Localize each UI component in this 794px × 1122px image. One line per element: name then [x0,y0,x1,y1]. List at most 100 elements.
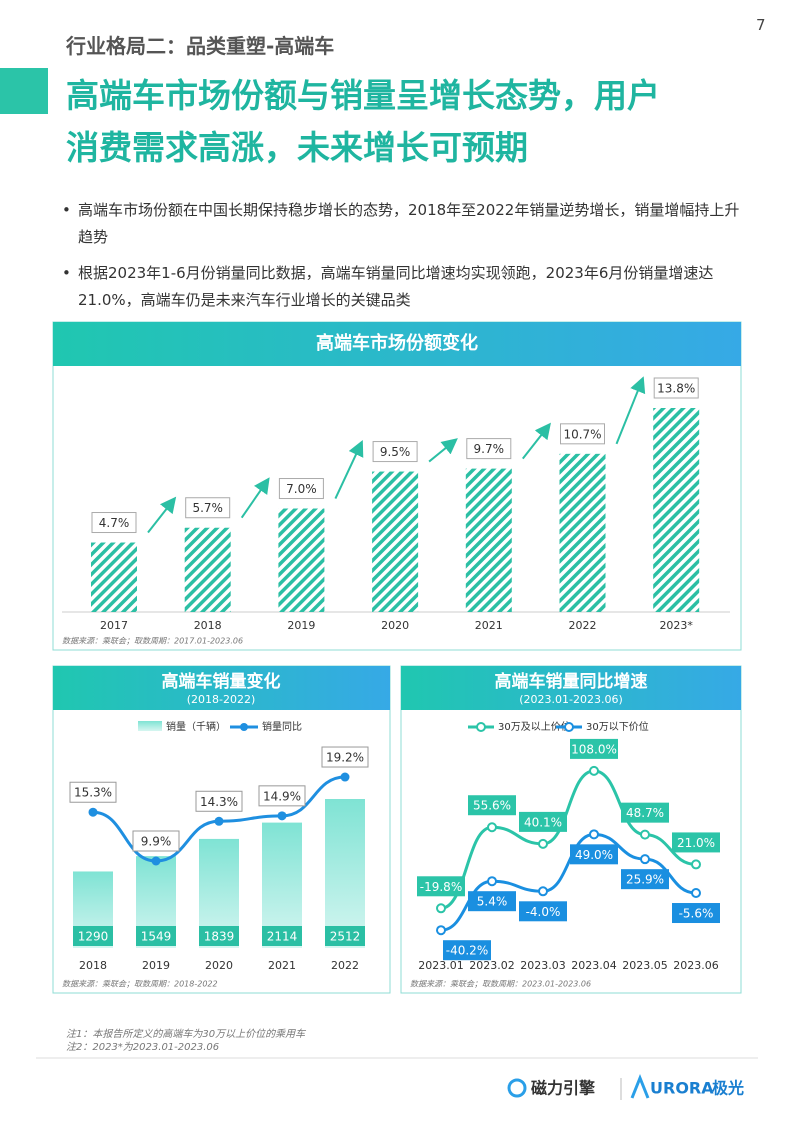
label-box [199,926,239,946]
panel-header [401,666,741,710]
value-label: 2512 [330,930,361,944]
point [691,888,701,899]
value-label: 19.2% [326,751,364,765]
value-label: 9.9% [141,835,172,849]
main-title: 高端车市场份额与销量呈增长态势，用户 消费需求高涨，未来增长可预期 [66,70,660,174]
x-tick-label: 2023.02 [469,959,515,972]
point [640,829,650,840]
legend-dot [564,722,574,732]
legend-dot [476,722,486,732]
trend-arrow [240,477,270,519]
trend-arrow [615,376,646,445]
bullet-text: 高端车市场份额在中国长期保持稳步增长的态势，2018年至2022年销量逆势增长，… [78,201,740,246]
note: 注2：2023*为2023.01-2023.06 [66,1041,219,1053]
x-tick-label: 2022 [569,619,597,632]
title-line: 高端车市场份额与销量呈增长态势，用户 [66,76,660,115]
panel [400,665,742,994]
value-label: 5.4% [477,895,508,909]
label-box [560,423,605,445]
label-box [443,940,491,961]
label-box [466,438,512,460]
label-box [653,377,699,399]
x-tick-label: 2019 [287,619,315,632]
label-box [468,795,516,816]
note: 注1：本报告所定义的高端车为30万以上价位的乘用车 [66,1028,306,1040]
label-box [69,781,117,803]
value-label: 13.8% [657,382,695,396]
point [691,859,701,870]
point [151,856,161,866]
x-tick-label: 2017 [100,619,128,632]
chart-title: 高端车销量同比增速 [495,671,648,692]
label-box [519,811,567,832]
chart-subtitle: (2018-2022) [187,693,256,706]
point [214,816,224,826]
value-label: 2114 [267,930,298,944]
value-label: -19.8% [420,880,462,894]
value-label: 1549 [141,930,172,944]
x-tick-label: 2023.05 [622,959,668,972]
label-box [672,903,720,924]
accent-bar [0,68,48,114]
value-label: 9.7% [474,442,505,456]
label-box [136,926,176,946]
x-tick-label: 2020 [381,619,409,632]
label-box [91,512,137,534]
value-label: 40.1% [524,815,562,829]
bar [325,799,365,948]
point [436,903,446,914]
label-box [73,926,113,946]
point [340,772,350,782]
legend-dot [240,723,248,731]
value-label: 4.7% [99,516,130,530]
label-box [325,926,365,946]
label-box [621,802,669,823]
x-tick-label: 2023.04 [571,959,617,972]
x-tick-label: 2021 [268,959,296,972]
chart-subtitle: (2023.01-2023.06) [519,693,623,706]
bullet-text: 根据2023年1-6月份销量同比数据，高端车销量同比增速均实现领跑，2023年6… [78,264,714,309]
line [440,832,697,932]
point [277,811,287,821]
label-box [185,497,231,519]
point [487,822,497,833]
point [589,765,599,776]
logo-icon [507,1078,527,1098]
legend-label: 销量（千辆） [166,720,226,733]
value-label: 108.0% [571,742,617,756]
point [640,854,650,865]
bar [653,408,700,612]
value-label: 1839 [204,930,235,944]
legend-label: 30万及以上价位 [498,720,571,733]
label-box [570,844,618,865]
trend-arrow [147,496,177,534]
x-tick-label: 2019 [142,959,170,972]
x-tick-label: 2018 [194,619,222,632]
bar [559,453,606,612]
label-box [321,746,369,768]
bar [278,508,325,612]
brand: 磁力引擎 [531,1079,596,1098]
value-label: 9.5% [380,445,411,459]
label-box [519,901,567,922]
point [589,829,599,840]
label-box [262,926,302,946]
trend-arrow [428,438,458,463]
section-title: 行业格局二：品类重塑-高端车 [66,34,335,58]
label-box [372,441,418,463]
panel-header [53,666,390,710]
x-tick-label: 2022 [331,959,359,972]
x-tick-label: 2021 [475,619,503,632]
label-box [132,830,180,852]
value-label: 1290 [78,930,109,944]
legend-swatch [138,721,162,731]
label-box [258,785,306,807]
value-label: 21.0% [677,836,715,850]
brand: 极光 [712,1079,744,1098]
trend-arrow [334,439,364,499]
x-tick-label: 2020 [205,959,233,972]
trend-arrow [522,422,551,460]
point [88,807,98,817]
